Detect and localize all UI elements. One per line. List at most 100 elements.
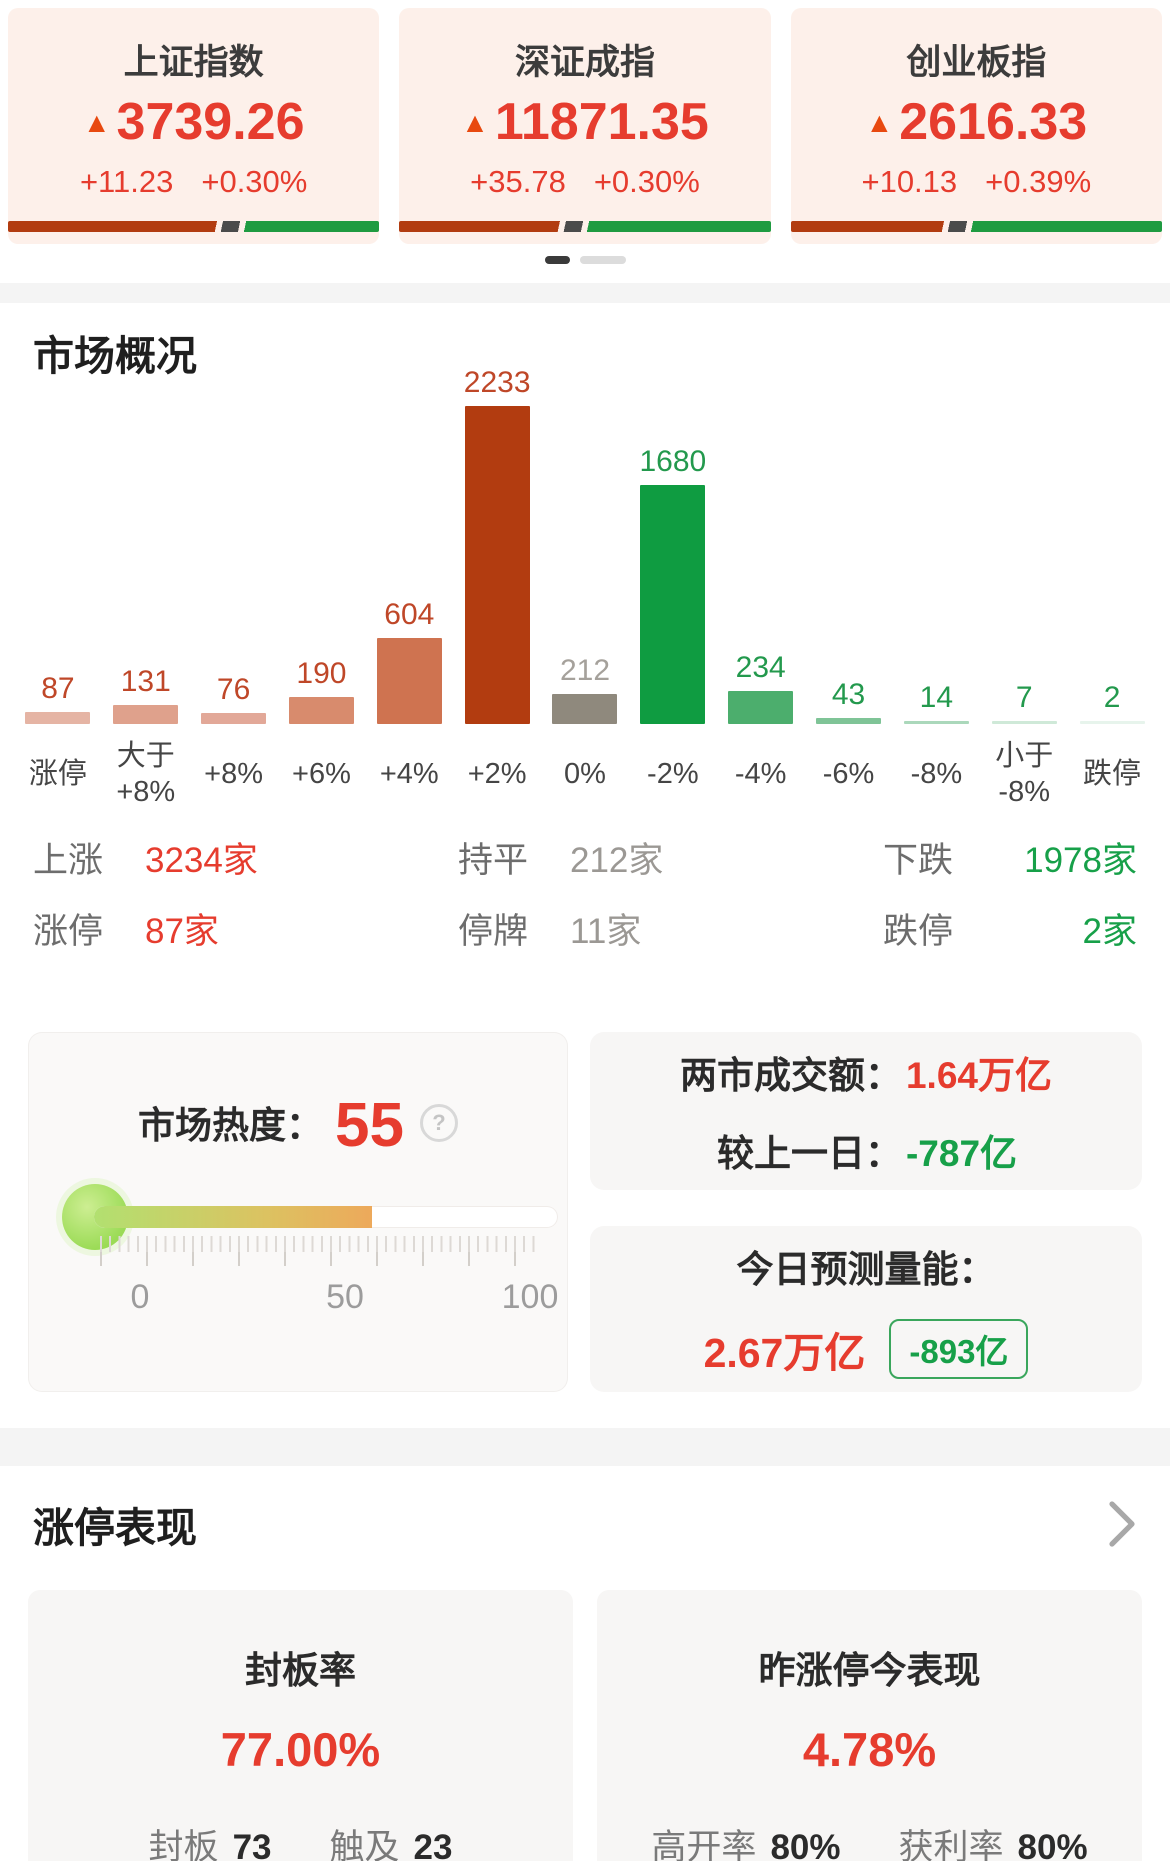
bar-value-label: 7 bbox=[1015, 681, 1033, 715]
turnover-diff-value: -787亿 bbox=[905, 1133, 1018, 1175]
stat-cell: 停牌 11家 bbox=[458, 903, 883, 954]
chart-column: 87 bbox=[14, 672, 102, 725]
chart-x-labels: 涨停 大于 +8% +8% +6% +4% +2% 0% -2% -4% -6% -8% 小于 -8%… bbox=[14, 736, 1156, 812]
stat-label: 持平 bbox=[458, 841, 529, 881]
forecast-badge: -893亿 bbox=[889, 1319, 1029, 1380]
stats-grid: 上涨 3234家 持平 212家 下跌 1978家 涨停 87家 停牌 11家 … bbox=[33, 832, 1137, 954]
stat-label: 跌停 bbox=[883, 912, 954, 952]
index-cards: 上证指数 ▲ 3739.26 +11.23 +0.30% 深证成指 ▲ 11871.3… bbox=[0, 0, 1170, 244]
stat-label: 上涨 bbox=[33, 841, 104, 881]
section-title-market-overview: 市场概况 bbox=[33, 333, 197, 379]
x-axis-label: -6% bbox=[822, 758, 875, 791]
performance-card-items: 封板 73 触及 23 bbox=[149, 1819, 453, 1861]
carousel-dot[interactable] bbox=[544, 256, 570, 264]
performance-card: 昨涨停今表现 4.78% 高开率 80% 获利率 80% bbox=[597, 1590, 1142, 1861]
section-title-limit-up: 涨停表现 bbox=[33, 1505, 197, 1552]
index-card[interactable]: 深证成指 ▲ 11871.35 +35.78 +0.30% bbox=[399, 8, 771, 244]
turnover-diff-label: 较上一日： bbox=[716, 1133, 902, 1175]
turnover-label: 两市成交额： bbox=[679, 1055, 902, 1097]
chart-column: 14 bbox=[892, 683, 980, 725]
stat-label: 停牌 bbox=[458, 912, 529, 952]
limit-up-header[interactable]: 涨停表现 bbox=[33, 1494, 1140, 1554]
scale-label: 50 bbox=[326, 1278, 364, 1317]
performance-item-label: 高开率 bbox=[651, 1828, 757, 1861]
bar bbox=[991, 721, 1057, 725]
index-card[interactable]: 创业板指 ▲ 2616.33 +10.13 +0.39% bbox=[790, 8, 1162, 244]
chart-column: 43 bbox=[805, 680, 893, 725]
x-axis-label: -8% bbox=[910, 758, 963, 791]
chart-column: 604 bbox=[365, 598, 453, 725]
performance-item: 高开率 80% bbox=[651, 1819, 840, 1861]
stat-cell: 跌停 2家 bbox=[883, 903, 1137, 954]
stat-cell: 上涨 3234家 bbox=[33, 832, 458, 883]
limit-up-section: 涨停表现 封板率 77.00% 封板 73 触及 23 昨涨停今表现 4.78% 高… bbox=[0, 1494, 1170, 1861]
scale-label: 100 bbox=[501, 1278, 559, 1317]
index-name: 上证指数 bbox=[123, 43, 264, 82]
stat-cell: 持平 212家 bbox=[458, 832, 883, 883]
stat-cell: 涨停 87家 bbox=[33, 903, 458, 954]
performance-item: 获利率 80% bbox=[899, 1819, 1088, 1861]
stat-label: 下跌 bbox=[883, 841, 954, 881]
performance-card-value: 4.78% bbox=[802, 1723, 937, 1777]
index-name: 创业板指 bbox=[906, 43, 1047, 82]
stat-value: 87家 bbox=[145, 912, 219, 952]
stat-value: 212家 bbox=[570, 841, 664, 881]
chevron-right-icon[interactable] bbox=[1104, 1498, 1140, 1550]
x-axis-label: 涨停 bbox=[28, 758, 87, 791]
chart-column: 2233 bbox=[453, 368, 541, 725]
section-divider-bottom bbox=[0, 1428, 1170, 1467]
index-card[interactable]: 上证指数 ▲ 3739.26 +11.23 +0.30% bbox=[8, 8, 380, 244]
bar-value-label: 76 bbox=[216, 673, 251, 707]
help-icon[interactable]: ? bbox=[419, 1104, 458, 1143]
index-change-amount: +11.23 bbox=[79, 163, 174, 199]
bar bbox=[113, 705, 179, 725]
up-triangle-icon: ▲ bbox=[865, 107, 894, 138]
bar bbox=[640, 485, 706, 725]
heat-scale: 0 50 100 bbox=[28, 1278, 568, 1318]
bar-value-label: 2 bbox=[1103, 681, 1121, 715]
x-axis-label: -4% bbox=[734, 758, 787, 791]
bar bbox=[1079, 721, 1145, 725]
stat-label: 涨停 bbox=[33, 912, 104, 952]
bar-value-label: 604 bbox=[384, 598, 435, 632]
chart-column: 7 bbox=[980, 681, 1068, 725]
bar bbox=[552, 694, 618, 725]
x-axis-label: 大于 +8% bbox=[116, 739, 176, 809]
thermometer-track[interactable] bbox=[94, 1206, 558, 1229]
x-axis-label: 跌停 bbox=[1083, 758, 1142, 791]
market-overview-section: 市场概况 87 131 76 190 604 2233 212 1680 234… bbox=[0, 333, 1170, 1393]
bar bbox=[903, 721, 969, 725]
bar bbox=[25, 712, 91, 725]
x-axis-label: +2% bbox=[467, 758, 527, 791]
index-change-percent: +0.30% bbox=[201, 163, 308, 199]
bar bbox=[728, 691, 794, 725]
up-down-ratio-bar bbox=[790, 221, 1162, 232]
forecast-label: 今日预测量能： bbox=[736, 1249, 996, 1291]
index-value-row: ▲ 3739.26 bbox=[8, 95, 379, 150]
carousel-dot[interactable] bbox=[579, 256, 626, 264]
performance-item-value: 80% bbox=[770, 1828, 841, 1861]
chart-column: 1680 bbox=[629, 447, 717, 725]
bar-value-label: 87 bbox=[41, 672, 75, 706]
bar-value-label: 131 bbox=[120, 665, 171, 699]
info-cards-column: 两市成交额： 1.64万亿 较上一日： -787亿 今日预测量能： 2.67万亿… bbox=[590, 1032, 1142, 1393]
forecast-row: 2.67万亿 -893亿 bbox=[704, 1319, 1029, 1380]
stat-value: 1978家 bbox=[1024, 841, 1137, 881]
up-triangle-icon: ▲ bbox=[461, 107, 489, 138]
index-value: 3739.26 bbox=[116, 93, 305, 151]
bar bbox=[816, 718, 882, 725]
performance-card-title: 昨涨停今表现 bbox=[758, 1650, 981, 1692]
chart-column: 190 bbox=[278, 659, 366, 725]
performance-item-label: 封板 bbox=[148, 1828, 219, 1861]
bar bbox=[201, 713, 267, 725]
section-divider-top bbox=[0, 283, 1170, 303]
bar-value-label: 234 bbox=[735, 651, 786, 685]
performance-card-items: 高开率 80% 获利率 80% bbox=[651, 1819, 1087, 1861]
up-down-ratio-bar bbox=[399, 221, 771, 232]
stat-value: 3234家 bbox=[145, 841, 258, 881]
thermometer-ruler bbox=[100, 1236, 538, 1271]
heat-value: 55 bbox=[335, 1091, 404, 1161]
scale-label: 0 bbox=[130, 1278, 150, 1317]
distribution-chart: 87 131 76 190 604 2233 212 1680 234 43 1… bbox=[14, 356, 1156, 725]
